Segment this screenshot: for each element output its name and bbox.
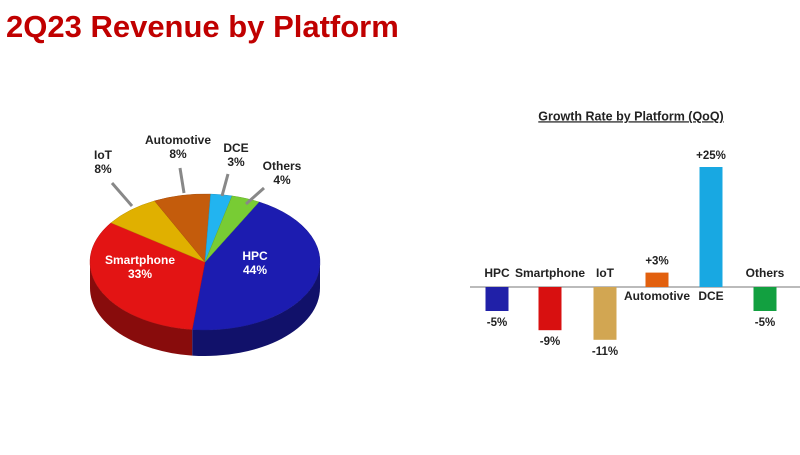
- slide-title: 2Q23 Revenue by Platform: [6, 9, 399, 44]
- bar-value-label: -9%: [540, 336, 560, 348]
- leader-line: [245, 186, 265, 206]
- bar: [699, 167, 723, 287]
- leader-line: [178, 167, 186, 194]
- pie-value-label: 4%: [273, 173, 291, 187]
- pie-value-label: 3%: [227, 155, 245, 169]
- bar: [753, 287, 777, 311]
- pie-slice: [204, 195, 260, 263]
- bar-value-label: -5%: [487, 317, 507, 329]
- pie-value-label: 44%: [243, 263, 267, 277]
- pie-slice: [191, 201, 321, 331]
- bar-category-label: Automotive: [624, 289, 690, 303]
- bar: [485, 287, 509, 311]
- pie-category-label: HPC: [242, 249, 268, 263]
- pie-value-label: 33%: [128, 267, 152, 281]
- bar-category-label: IoT: [596, 266, 615, 280]
- bar-category-label: DCE: [698, 289, 723, 303]
- leader-line: [220, 173, 230, 197]
- bar: [645, 272, 669, 287]
- bar-value-label: -11%: [592, 346, 618, 358]
- bar-value-label: -5%: [755, 317, 775, 329]
- pie-side: [192, 262, 320, 356]
- pie-category-label: Automotive: [145, 133, 211, 147]
- pie-value-label: 8%: [94, 162, 112, 176]
- pie-category-label: Others: [263, 159, 302, 173]
- pie-side: [90, 262, 193, 356]
- pie-category-label: IoT: [94, 148, 113, 162]
- pie-category-label: DCE: [223, 141, 248, 155]
- bar-category-label: HPC: [484, 266, 510, 280]
- pie-value-label: 8%: [169, 147, 187, 161]
- bar-value-label: +3%: [645, 256, 668, 268]
- bar: [538, 287, 562, 331]
- bar: [593, 287, 617, 340]
- pie-category-label: Smartphone: [105, 253, 175, 267]
- bar-category-label: Smartphone: [515, 266, 585, 280]
- bar-category-label: Others: [746, 266, 785, 280]
- leader-line: [110, 182, 134, 207]
- bar-value-label: +25%: [696, 150, 726, 162]
- pie-slice: [89, 222, 206, 330]
- bar-chart-title: Growth Rate by Platform (QoQ): [538, 109, 723, 123]
